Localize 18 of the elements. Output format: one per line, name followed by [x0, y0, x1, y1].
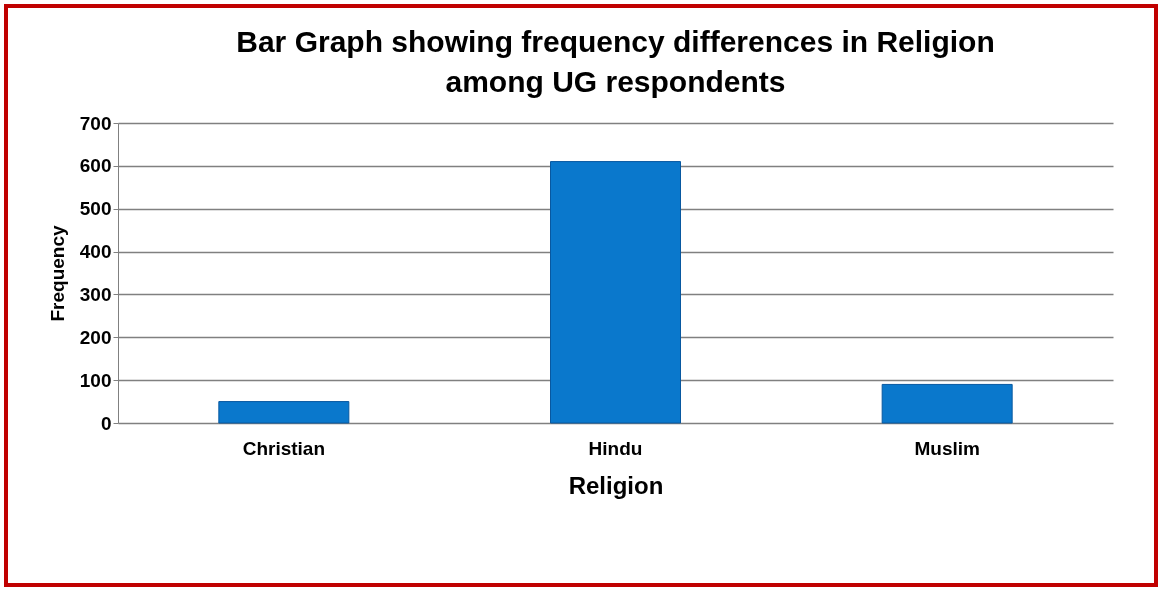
x-tick-label: Muslim	[914, 437, 980, 459]
bar	[550, 161, 681, 424]
x-tick-label: Christian	[242, 437, 326, 459]
y-tick-label: 200	[79, 326, 112, 348]
y-axis-title: Frequency	[46, 225, 68, 322]
text: Bar Graph showing frequency differences in Religion	[236, 25, 995, 58]
x-axis-title: Religion	[568, 471, 664, 499]
bar	[881, 383, 1013, 424]
y-tick-label: 0	[100, 412, 112, 434]
bar	[218, 401, 350, 424]
text: among UG respondents	[445, 65, 786, 98]
y-tick-label: 400	[79, 241, 112, 263]
y-tick-label: 100	[79, 369, 112, 391]
y-tick-label: 700	[79, 112, 112, 134]
y-tick-label: 600	[79, 155, 112, 177]
y-tick-label: 500	[79, 198, 112, 220]
y-tick-label: 300	[79, 283, 112, 305]
x-tick-label: Hindu	[588, 437, 643, 459]
